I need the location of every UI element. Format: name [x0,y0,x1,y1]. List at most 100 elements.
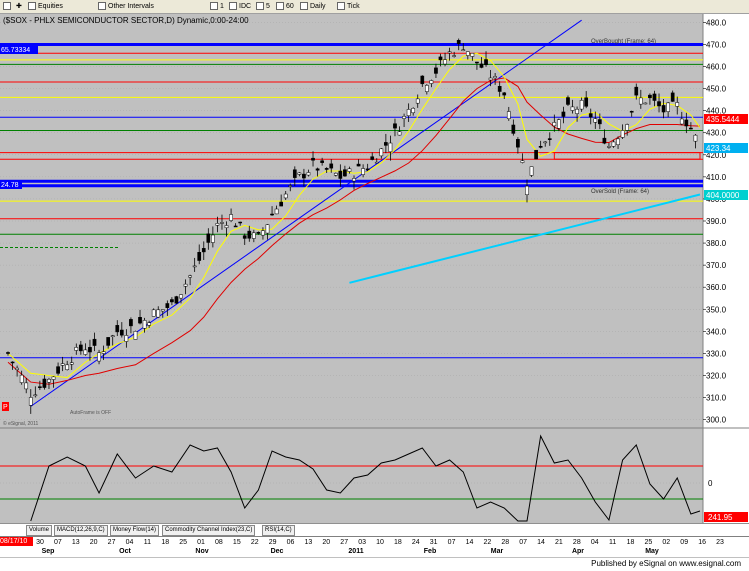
candle-body [452,55,457,57]
candle-body [384,142,388,146]
tab-volume[interactable]: Volume [26,525,53,536]
add-icon[interactable]: ✚ [16,3,22,10]
x-tick-label: 31 [429,539,438,546]
interval-5-button[interactable]: 5 [256,1,270,12]
candle-body [215,223,220,226]
candle-body [69,362,74,365]
candle-body [233,225,238,228]
candle-body [402,116,406,119]
lower-indicator-line [30,434,701,522]
candle-body [356,163,361,167]
candle-body [60,363,65,366]
y-tick-label: 310.0 [706,394,727,403]
candle-body [415,98,420,104]
price-badge-2 [704,143,748,153]
y-tick-label: 420.0 [706,151,727,160]
candle-body [484,59,488,66]
candle-body [657,101,661,107]
daily-button[interactable]: Daily [300,1,326,12]
candle-body [693,134,698,142]
candle-body [115,325,120,333]
idc-button[interactable]: IDC [229,1,251,12]
candle-body [165,303,170,308]
candle-body [470,53,475,57]
tab-macd[interactable]: MACD(12,26,9,C) [54,525,108,536]
month-label: Mar [490,548,504,555]
price-badge-1-text: 435.5444 [706,115,740,124]
candle-body [329,163,334,169]
interval-60-button[interactable]: 60 [276,1,294,12]
candle-body [129,319,133,327]
x-tick-label: 11 [143,539,151,546]
candle-body [443,59,447,65]
candle-body [607,146,611,148]
x-tick-label: 18 [161,539,170,546]
other-intervals-menu[interactable]: Other Intervals [98,1,154,12]
x-tick-label: 18 [393,539,402,546]
candle-body [502,92,507,96]
candle-body [557,119,561,129]
chart-area[interactable]: 0 300.0 310.0 320.0 330.0 340.0 350.0 360.0 370… [0,14,749,539]
candle-body [265,224,270,234]
candle-body [625,124,630,131]
candle-body [270,213,274,216]
candle-body [151,309,156,317]
x-tick-label: 15 [232,539,241,546]
candle-body [133,331,138,340]
price-badge-3-text: 404.0000 [706,191,740,200]
month-label: Sep [41,548,55,555]
candle-body [292,169,297,178]
candle-body [83,349,88,355]
tab-cci[interactable]: Commodity Channel Index(23,C) [162,525,256,536]
left-value-top: 65.73334 [1,47,30,54]
candle-body [10,361,15,364]
candle-body [566,97,570,105]
tab-rsi[interactable]: RSI(14,C) [262,525,295,536]
candle-body [634,86,639,96]
candle-body [552,122,557,127]
y-tick-label: 330.0 [706,349,727,358]
candle-body [588,113,593,118]
candle-body [420,75,425,85]
candle-body [88,347,92,353]
candle-body [620,130,625,138]
interval-1-button[interactable]: 1 [210,1,224,12]
symbol-icon[interactable] [3,1,13,12]
candle-body [197,252,202,261]
candle-body [547,138,552,140]
candle-body [65,364,70,370]
x-tick-label: 02 [662,539,671,546]
candle-body [424,85,429,92]
candle-body [124,335,129,342]
candle-body [393,123,397,129]
candle-body [689,127,693,130]
candle-body [465,51,470,56]
toolbar: ✚ Equities Other Intervals 1 IDC 5 60 Da… [0,0,749,14]
x-tick-label: 06 [286,539,295,546]
candle-body [38,386,42,388]
x-tick-label: 29 [268,539,277,546]
esignal-watermark: © eSignal, 2011 [3,420,39,427]
candle-body [429,80,434,84]
price-badge-3 [704,190,748,200]
x-tick-label: 28 [572,539,581,546]
study-tabs-bar: Volume MACD(12,26,9,C) Money Flow(14) Co… [0,523,749,536]
candle-body [256,231,261,234]
x-tick-label: 08 [215,539,223,546]
candle-body [201,248,206,253]
tab-money-flow[interactable]: Money Flow(14) [110,525,160,536]
tick-button[interactable]: Tick [337,1,360,12]
candle-body [251,232,256,239]
price-chart[interactable]: 0 300.0 310.0 320.0 330.0 340.0 350.0 360.0 370… [0,14,749,523]
x-tick-label: 11 [608,539,617,546]
x-tick-label: 07 [519,539,528,546]
x-tick-label: 24 [411,539,420,546]
equities-menu[interactable]: Equities [28,1,63,12]
chart-title: ($SOX - PHLX SEMICONDUCTOR SECTOR,D) Dyn… [3,16,249,25]
x-tick-label: 14 [465,539,474,546]
candle-body [106,337,111,346]
candle-body [211,234,215,243]
tick-icon [337,2,345,11]
y-tick-label: 480.0 [706,18,727,27]
candle-body [28,397,33,406]
